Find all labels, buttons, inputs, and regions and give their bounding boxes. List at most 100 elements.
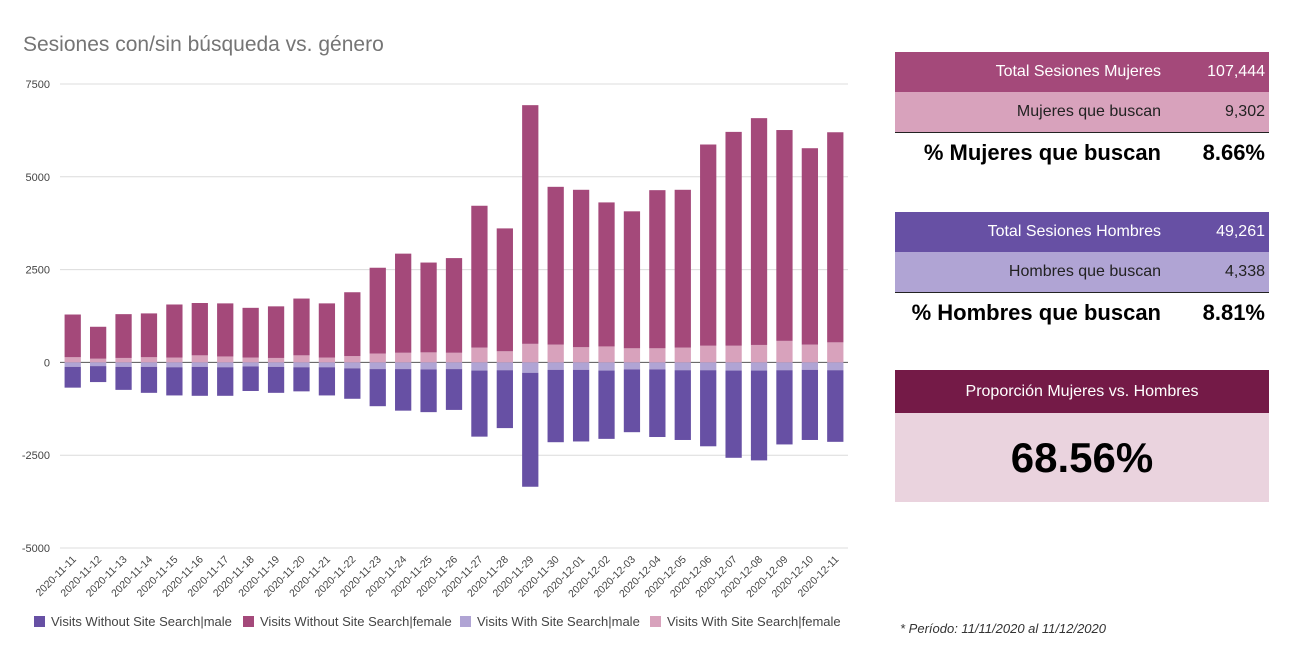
bar-segment (64, 357, 81, 363)
bar-segment (496, 228, 513, 352)
men-search-label: Hombres que buscan (1008, 263, 1161, 280)
bar-segment (445, 362, 463, 370)
bar-segment (344, 356, 361, 363)
men-total-value: 49,261 (1216, 223, 1265, 240)
bar-segment (191, 303, 208, 356)
bar-segment (140, 357, 158, 363)
bar-segment (420, 262, 437, 353)
bar-segment (242, 366, 259, 391)
bar-segment (750, 362, 768, 371)
bar-segment (725, 370, 742, 458)
bar-segment (598, 362, 615, 371)
y-tick-label: 5000 (26, 172, 50, 184)
bar-segment (522, 372, 539, 487)
bar-segment (89, 326, 107, 359)
bar-segment (318, 303, 336, 358)
bar-segment (700, 345, 717, 363)
bar-segment (140, 366, 158, 393)
bar-segment (344, 362, 361, 369)
bar-segment (115, 357, 132, 363)
bar-segment (471, 205, 488, 348)
y-tick-label: -5000 (22, 543, 50, 555)
bar-segment (776, 130, 793, 341)
bar-segment (725, 131, 742, 346)
bar-segment (471, 347, 488, 363)
bar-segment (420, 352, 437, 363)
bar-segment (191, 366, 208, 396)
bar-segment (115, 366, 132, 390)
bar-segment (89, 362, 107, 367)
legend-swatch (243, 616, 254, 627)
legend-label: Visits Without Site Search|female (260, 614, 452, 629)
bar-segment (217, 367, 234, 396)
men-search-value: 4,338 (1224, 263, 1265, 280)
women-pct-label: % Mujeres que buscan (923, 140, 1161, 165)
legend-label: Visits With Site Search|female (667, 614, 841, 629)
bar-segment (395, 362, 412, 370)
legend-label: Visits Without Site Search|male (51, 614, 232, 629)
bar-segment (445, 352, 463, 363)
bar-segment (725, 345, 742, 363)
bar-segment (166, 362, 183, 368)
bar-segment (395, 369, 412, 411)
men-pct-row: % Hombres que buscan 8.81% (895, 292, 1269, 333)
bar-segment (674, 362, 691, 371)
bar-segment (445, 258, 463, 353)
bar-segment (801, 362, 819, 370)
women-kpi-panel: Total Sesiones Mujeres 107,444 Mujeres q… (895, 52, 1269, 173)
y-tick-label: 2500 (26, 265, 50, 277)
bar-segment (64, 314, 81, 358)
bar-segment (140, 362, 158, 367)
bar-segment (827, 342, 844, 363)
bar-segment (242, 307, 259, 358)
bar-segment (267, 366, 285, 393)
bar-segment (700, 144, 717, 346)
bar-segment (445, 369, 463, 410)
bar-segment (369, 362, 386, 370)
bar-segment (318, 357, 336, 363)
bar-segment (318, 362, 336, 368)
bar-segment (649, 190, 666, 349)
bar-segment (801, 148, 819, 345)
bar-segment (293, 355, 310, 363)
bar-segment (572, 189, 590, 348)
bar-segment (827, 362, 844, 371)
chart-title: Sesiones con/sin búsqueda vs. género (23, 33, 384, 56)
bar-segment (572, 362, 590, 370)
women-search-row: Mujeres que buscan 9,302 (895, 92, 1269, 132)
men-pct-value: 8.81% (1202, 300, 1265, 325)
legend-swatch (650, 616, 661, 627)
bar-segment (522, 105, 539, 344)
ratio-value: 68.56% (895, 413, 1269, 502)
bar-segment (572, 369, 590, 442)
bar-segment (674, 370, 691, 440)
bar-segment (166, 304, 183, 358)
bar-segment (649, 369, 666, 438)
bar-segment (420, 362, 437, 370)
bar-segment (293, 367, 310, 392)
bar-segment (89, 366, 107, 383)
bar-segment (140, 313, 158, 358)
bar-segment (547, 362, 564, 370)
men-search-row: Hombres que buscan 4,338 (895, 252, 1269, 292)
men-total-row: Total Sesiones Hombres 49,261 (895, 212, 1269, 252)
men-kpi-panel: Total Sesiones Hombres 49,261 Hombres qu… (895, 212, 1269, 333)
legend-swatch (34, 616, 45, 627)
bar-segment (547, 186, 564, 345)
bar-segment (750, 370, 768, 461)
bar-segment (217, 362, 234, 368)
bar-segment (801, 344, 819, 363)
bar-segment (801, 369, 819, 440)
bar-segment (420, 369, 437, 413)
bar-segment (369, 353, 386, 363)
bar-segment (369, 267, 386, 354)
bar-segment (496, 351, 513, 363)
bar-segment (267, 306, 285, 358)
bar-chart: 7500500025000-2500-50002020-11-112020-11… (22, 79, 848, 629)
bar-segment (598, 202, 615, 347)
bar-segment (115, 362, 132, 367)
bar-segment (700, 362, 717, 371)
bar-segment (471, 370, 488, 437)
bar-segment (191, 355, 208, 363)
period-footnote: * Período: 11/11/2020 al 11/12/2020 (900, 621, 1107, 636)
